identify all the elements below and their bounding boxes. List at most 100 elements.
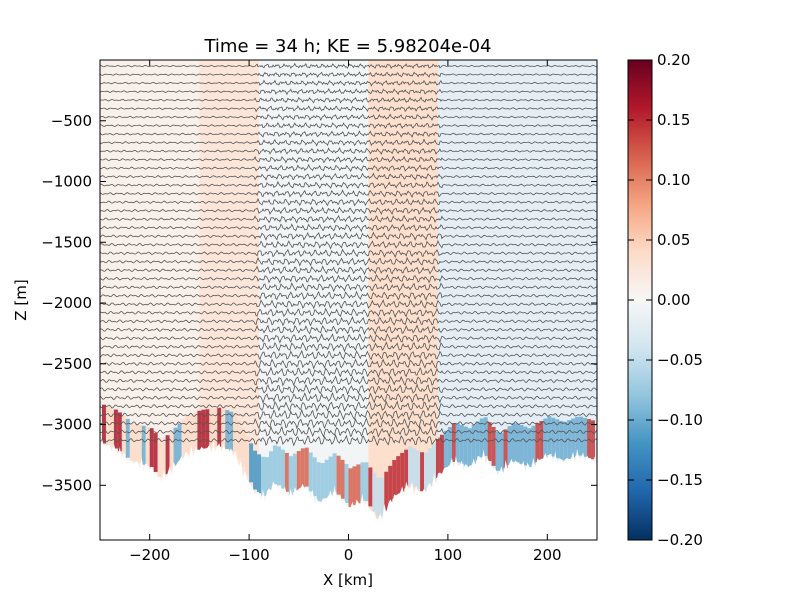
bottom-anomaly: [352, 466, 357, 506]
bottom-anomaly: [137, 424, 142, 464]
contour-line: [100, 79, 597, 87]
bottom-anomaly: [583, 417, 588, 457]
bottom-anomaly: [571, 418, 576, 458]
bottom-anomaly: [261, 456, 266, 496]
bottom-anomaly: [527, 428, 532, 468]
contour-line: [100, 349, 597, 361]
contour-line: [100, 62, 597, 70]
bottom-anomaly: [109, 407, 114, 447]
bottom-anomaly: [435, 438, 440, 478]
bottom-anomaly: [276, 446, 281, 486]
bottom-anomaly: [304, 447, 309, 487]
bottom-anomaly: [316, 462, 321, 502]
bottom-anomaly: [249, 443, 254, 483]
colorbar-tick-label: 0.05: [657, 231, 690, 249]
y-axis: −500 −1000 −1500 −2000 −2500 −3000 −3500: [41, 112, 597, 494]
bottom-anomaly: [125, 418, 130, 458]
bottom-anomaly: [292, 453, 297, 493]
contour-line: [100, 189, 597, 198]
bottom-anomaly: [455, 423, 460, 463]
bottom-anomaly: [205, 409, 210, 449]
bottom-anomaly: [364, 462, 369, 502]
bottom-anomaly: [507, 426, 512, 466]
bottom-anomaly: [563, 421, 568, 461]
bottom-anomaly: [296, 450, 301, 490]
y-tick-label: −3500: [41, 476, 92, 494]
bottom-anomaly: [547, 416, 552, 455]
contour-line: [100, 408, 597, 421]
bottom-anomaly: [157, 437, 162, 477]
bottom-anomaly: [475, 421, 480, 461]
bottom-anomaly: [189, 414, 194, 453]
colorbar-tick-label: −0.15: [657, 471, 703, 489]
bottom-anomaly: [591, 420, 596, 460]
contour-line: [100, 274, 597, 284]
colorbar: 0.20 0.15 0.10 0.05 0.00 −0.05 −0.10 −0.15 −0.20: [627, 51, 703, 549]
contour-line: [100, 113, 597, 121]
chart-title: Time = 34 h; KE = 5.98204e-04: [203, 36, 491, 57]
x-tick-label: −200: [129, 546, 170, 564]
contour-line: [100, 341, 597, 353]
bottom-anomaly: [559, 420, 564, 460]
bottom-anomaly: [392, 460, 397, 499]
contour-line: [100, 147, 597, 156]
contour-line: [100, 375, 597, 387]
bottom-anomaly: [280, 449, 285, 489]
bottom-anomaly: [531, 425, 536, 465]
bottom-anomaly: [217, 407, 222, 447]
bottom-anomaly: [129, 422, 134, 462]
bottom-anomaly: [404, 449, 409, 489]
bottom-anomaly: [332, 453, 337, 493]
bottom-anomaly: [396, 456, 401, 496]
contour-line: [100, 366, 597, 379]
contour-line: [100, 122, 597, 130]
bottom-anomaly: [539, 420, 544, 460]
bottom-anomaly: [272, 445, 277, 485]
bottom-anomaly: [463, 426, 468, 466]
bottom-anomaly: [268, 451, 273, 491]
bottom-anomaly: [416, 450, 421, 490]
y-tick-label: −1000: [41, 173, 92, 191]
bottom-anomaly: [161, 438, 166, 478]
bottom-anomaly: [487, 422, 492, 462]
bottom-anomaly: [105, 406, 110, 446]
y-tick-label: −3000: [41, 416, 92, 434]
bottom-anomaly: [380, 477, 385, 517]
bottom-anomaly: [233, 413, 238, 453]
bottom-anomaly: [384, 471, 389, 511]
bottom-anomaly: [479, 418, 484, 458]
contour-line: [100, 130, 597, 138]
bottom-anomaly: [197, 410, 202, 450]
contour-line: [100, 206, 597, 216]
bottom-anomaly: [579, 416, 584, 456]
contour-line: [100, 392, 597, 404]
bottom-anomaly: [201, 409, 206, 449]
bottom-anomaly: [356, 464, 361, 504]
contour-line: [100, 214, 597, 224]
bottom-anomaly: [535, 423, 540, 463]
bottom-anomaly: [451, 423, 456, 462]
contour-line: [100, 88, 597, 96]
bottom-anomaly: [245, 436, 250, 475]
contour-line: [100, 223, 597, 233]
bottom-anomaly: [165, 435, 170, 475]
bottom-anomaly: [225, 409, 230, 449]
contour-line: [100, 239, 597, 250]
y-axis-label: Z [m]: [12, 279, 30, 320]
bottom-anomaly: [265, 457, 269, 497]
bottom-anomaly: [372, 472, 377, 512]
contour-line: [100, 299, 597, 310]
bottom-anomaly: [447, 426, 452, 466]
colorbar-tick-label: −0.20: [657, 531, 703, 549]
contour-line: [100, 433, 597, 447]
bottom-anomaly: [169, 431, 174, 471]
contour-line: [100, 265, 597, 276]
bottom-anomaly: [324, 459, 329, 499]
bottom-anomaly: [141, 425, 146, 465]
contour-line: [100, 172, 597, 181]
bottom-anomaly: [439, 434, 444, 474]
x-tick-label: 0: [344, 546, 354, 564]
bottom-anomaly: [153, 433, 158, 472]
bottom-anomaly: [284, 452, 289, 492]
